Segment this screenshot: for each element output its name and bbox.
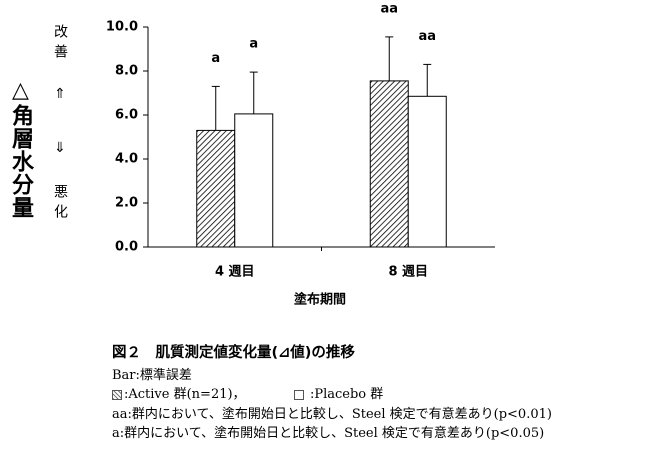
x-tick-label: 8 週目 [388, 265, 428, 280]
down-label: ⇓ 悪化 [52, 140, 68, 224]
bar [369, 80, 409, 248]
bar [407, 95, 447, 248]
x-tick-label: 4 週目 [215, 265, 255, 280]
y-tick-label: 8.0 [115, 64, 138, 79]
x-axis-title: 塗布期間 [294, 292, 346, 308]
legend-label: :Active 群(n=21)， [124, 387, 246, 402]
significance-label: aa [418, 29, 436, 44]
y-axis-title: △角層水分量 [8, 78, 33, 219]
significance-label: a [211, 51, 220, 66]
bar [196, 129, 236, 248]
note: Bar:標準誤差 [112, 367, 192, 383]
y-tick-label: 10.0 [106, 20, 138, 35]
note: a:群内において、塗布開始日と比較し、Steel 検定で有意差あり(p<0.05… [112, 426, 545, 441]
legend: :Active 群(n=21)， :Placebo 群 [112, 385, 552, 405]
significance-label: a [249, 37, 258, 52]
bar [234, 113, 274, 248]
caption-title: 図２ 肌質測定値変化量(⊿値)の推移 [112, 345, 355, 361]
legend-label: :Placebo 群 [305, 387, 384, 402]
y-tick-label: 2.0 [115, 196, 138, 211]
legend-swatch [293, 389, 304, 400]
legend-swatch [112, 389, 122, 400]
y-tick-label: 4.0 [115, 152, 138, 167]
caption: 図２ 肌質測定値変化量(⊿値)の推移 Bar:標準誤差 :Active 群(n=… [112, 344, 552, 444]
significance-label: aa [380, 1, 398, 16]
note: aa:群内において、塗布開始日と比較し、Steel 検定で有意差あり(p<0.0… [112, 406, 552, 422]
y-tick-label: 6.0 [115, 108, 138, 123]
up-label: 改善 ⇑ [52, 24, 68, 108]
y-tick-label: 0.0 [115, 240, 138, 255]
